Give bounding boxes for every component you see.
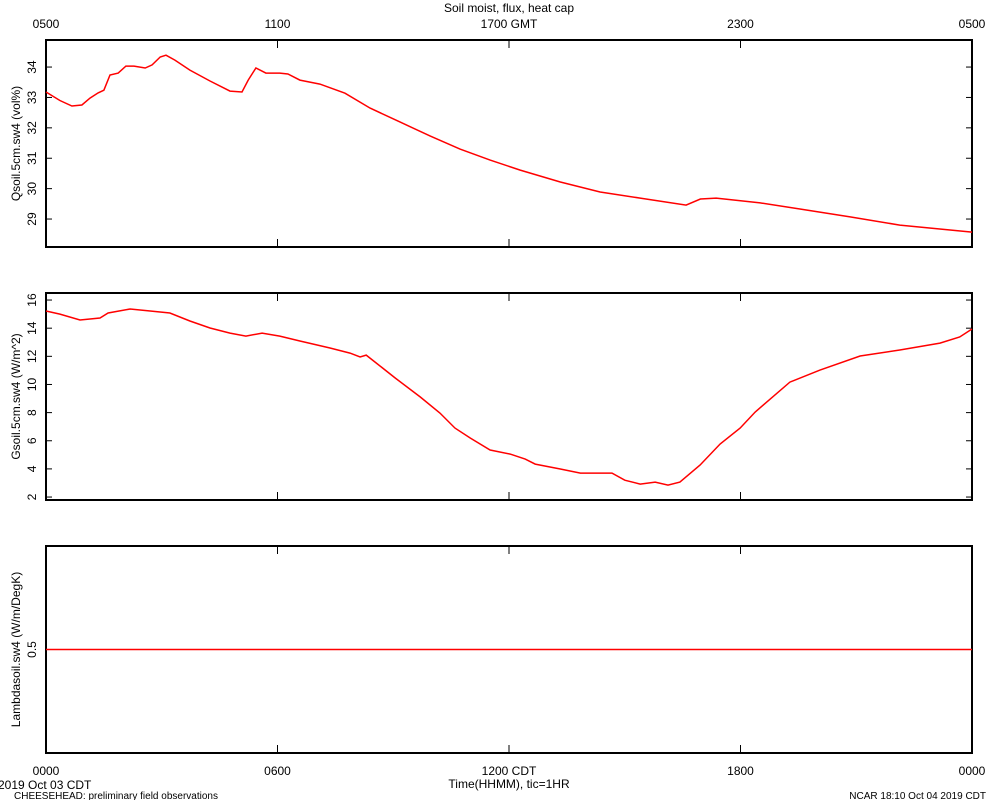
y-axis-label: Lambdasoil.sw4 (W/m/DegK) <box>9 572 23 727</box>
y-tick-label: 6 <box>25 437 39 444</box>
x2-tick-label: 0500 <box>33 17 60 31</box>
x2-tick-label: 1700 GMT <box>481 17 538 31</box>
footer-project: CHEESEHEAD: preliminary field observatio… <box>14 791 218 800</box>
x-tick-label: 1800 <box>727 764 754 778</box>
y-tick-label: 4 <box>25 465 39 472</box>
x2-tick-label: 1100 <box>265 17 291 31</box>
y-axis-label: Qsoil.5cm.sw4 (vol%) <box>9 86 23 201</box>
y-tick-label: 8 <box>25 409 39 416</box>
x-tick-label: 1200 CDT <box>482 764 537 778</box>
y-tick-label: 34 <box>25 60 39 74</box>
footer-stamp: NCAR 18:10 Oct 04 2019 CDT <box>849 791 986 800</box>
y-axis-label: Gsoil.5cm.sw4 (W/m^2) <box>9 333 23 459</box>
y-tick-label: 29 <box>25 212 39 226</box>
x2-tick-label: 0500 <box>959 17 986 31</box>
y-tick-label: 10 <box>25 377 39 391</box>
footer-date: 2019 Oct 03 CDT <box>0 778 92 792</box>
data-line <box>45 54 973 233</box>
plot-frame <box>45 292 973 501</box>
x-tick-label: 0000 <box>33 764 60 778</box>
y-tick-label: 33 <box>25 90 39 104</box>
y-tick-label: 12 <box>25 349 39 363</box>
x-tick-label: 0000 <box>959 764 986 778</box>
y-tick-label: 2 <box>25 493 39 500</box>
x-tick-label: 0600 <box>264 764 291 778</box>
y-tick-label: 16 <box>25 293 39 307</box>
chart-title: Soil moist, flux, heat cap <box>444 1 574 15</box>
data-line <box>45 308 973 486</box>
y-tick-label: 31 <box>25 151 39 165</box>
y-tick-label: 30 <box>25 182 39 196</box>
x-axis-label: Time(HHMM), tic=1HR <box>448 777 570 791</box>
y-tick-label: 0.5 <box>25 641 39 658</box>
y-tick-label: 14 <box>25 321 39 335</box>
y-tick-label: 32 <box>25 121 39 135</box>
x2-tick-label: 2300 <box>727 17 754 31</box>
plot-frame <box>45 39 973 248</box>
